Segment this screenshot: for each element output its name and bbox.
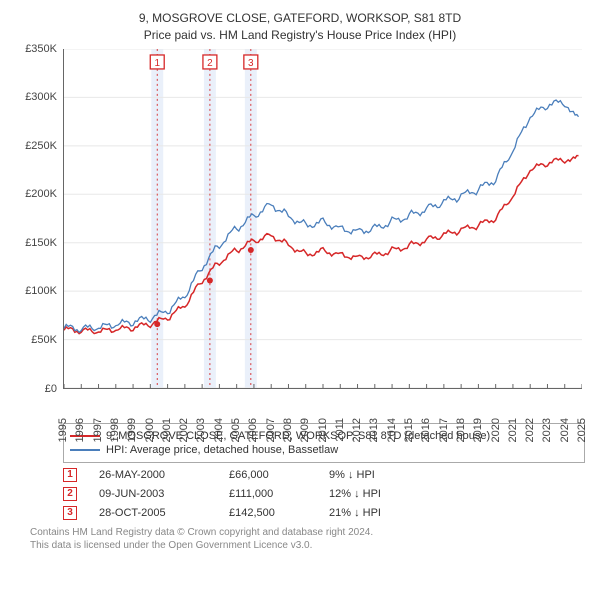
- x-axis-tick-label: 1999: [126, 418, 138, 442]
- legend-color-line: [70, 449, 100, 451]
- x-axis-tick-label: 2014: [386, 418, 398, 442]
- x-axis-tick-label: 2001: [161, 418, 173, 442]
- footnote-line-2: This data is licensed under the Open Gov…: [30, 539, 585, 552]
- x-axis-tick-label: 2002: [178, 418, 190, 442]
- sale-row: 1 26-MAY-2000£66,0009% ↓ HPI: [63, 468, 585, 482]
- footnote: Contains HM Land Registry data © Crown c…: [30, 526, 585, 552]
- y-axis-tick-label: £0: [45, 383, 57, 395]
- x-axis-tick-label: 2024: [559, 418, 571, 442]
- sale-hpi-delta: 12% ↓ HPI: [329, 488, 381, 500]
- y-axis-tick-label: £300K: [25, 91, 57, 103]
- y-axis-tick-label: £200K: [25, 188, 57, 200]
- x-axis-tick-label: 2007: [265, 418, 277, 442]
- y-axis-labels: £0£50K£100K£150K£200K£250K£300K£350K: [15, 49, 60, 419]
- x-axis-tick-label: 2013: [368, 418, 380, 442]
- plot-svg: 1 2 3: [64, 49, 582, 388]
- footnote-line-1: Contains HM Land Registry data © Crown c…: [30, 526, 585, 539]
- sale-marker-badge: 2: [63, 487, 77, 501]
- x-axis-tick-label: 2020: [490, 418, 502, 442]
- x-axis-tick-label: 2017: [438, 418, 450, 442]
- x-axis-labels: 1995199619971998199920002001200220032004…: [63, 391, 582, 419]
- x-axis-tick-label: 2005: [230, 418, 242, 442]
- x-axis-tick-label: 2008: [282, 418, 294, 442]
- sale-date: 26-MAY-2000: [99, 469, 229, 481]
- x-axis-tick-label: 2010: [317, 418, 329, 442]
- x-axis-tick-label: 2011: [334, 418, 346, 442]
- x-axis-tick-label: 2016: [420, 418, 432, 442]
- sale-hpi-delta: 21% ↓ HPI: [329, 507, 381, 519]
- svg-text:1: 1: [154, 58, 160, 69]
- legend-item: HPI: Average price, detached house, Bass…: [70, 444, 578, 456]
- x-axis-tick-label: 2015: [403, 418, 415, 442]
- y-axis-tick-label: £100K: [25, 285, 57, 297]
- svg-text:3: 3: [248, 58, 254, 69]
- sale-marker-badge: 1: [63, 468, 77, 482]
- chart-area: £0£50K£100K£150K£200K£250K£300K£350K 123…: [15, 49, 585, 419]
- sale-price: £66,000: [229, 469, 329, 481]
- y-axis-tick-label: £150K: [25, 237, 57, 249]
- sales-table: 1 26-MAY-2000£66,0009% ↓ HPI 2 09-JUN-2003£…: [63, 468, 585, 520]
- sale-price: £111,000: [229, 488, 329, 500]
- sale-row: 3 28-OCT-2005£142,50021% ↓ HPI: [63, 506, 585, 520]
- sale-row: 2 09-JUN-2003£111,00012% ↓ HPI: [63, 487, 585, 501]
- x-axis-tick-label: 1996: [74, 418, 86, 442]
- x-axis-tick-label: 1995: [57, 418, 69, 442]
- x-axis-tick-label: 2019: [472, 418, 484, 442]
- x-axis-tick-label: 1997: [92, 418, 104, 442]
- x-axis-tick-label: 2025: [576, 418, 588, 442]
- y-axis-tick-label: £350K: [25, 43, 57, 55]
- sale-hpi-delta: 9% ↓ HPI: [329, 469, 375, 481]
- sale-marker-badge: 3: [63, 506, 77, 520]
- sale-date: 28-OCT-2005: [99, 507, 229, 519]
- x-axis-tick-label: 2018: [455, 418, 467, 442]
- x-axis-tick-label: 2022: [524, 418, 536, 442]
- chart-title: 9, MOSGROVE CLOSE, GATEFORD, WORKSOP, S8…: [15, 10, 585, 44]
- x-axis-tick-label: 2023: [541, 418, 553, 442]
- sale-date: 09-JUN-2003: [99, 488, 229, 500]
- x-axis-tick-label: 2004: [213, 418, 225, 442]
- y-axis-tick-label: £50K: [31, 334, 57, 346]
- legend-label: HPI: Average price, detached house, Bass…: [106, 444, 338, 456]
- x-axis-tick-label: 2006: [247, 418, 259, 442]
- title-line-1: 9, MOSGROVE CLOSE, GATEFORD, WORKSOP, S8…: [15, 10, 585, 27]
- x-axis-tick-label: 2003: [195, 418, 207, 442]
- x-axis-tick-label: 2021: [507, 418, 519, 442]
- title-line-2: Price paid vs. HM Land Registry's House …: [15, 27, 585, 44]
- x-axis-tick-label: 2000: [144, 418, 156, 442]
- sale-price: £142,500: [229, 507, 329, 519]
- x-axis-tick-label: 2009: [299, 418, 311, 442]
- y-axis-tick-label: £250K: [25, 140, 57, 152]
- svg-text:2: 2: [207, 58, 213, 69]
- x-axis-tick-label: 2012: [351, 418, 363, 442]
- x-axis-tick-label: 1998: [109, 418, 121, 442]
- plot-region: 1 2 3: [63, 49, 582, 389]
